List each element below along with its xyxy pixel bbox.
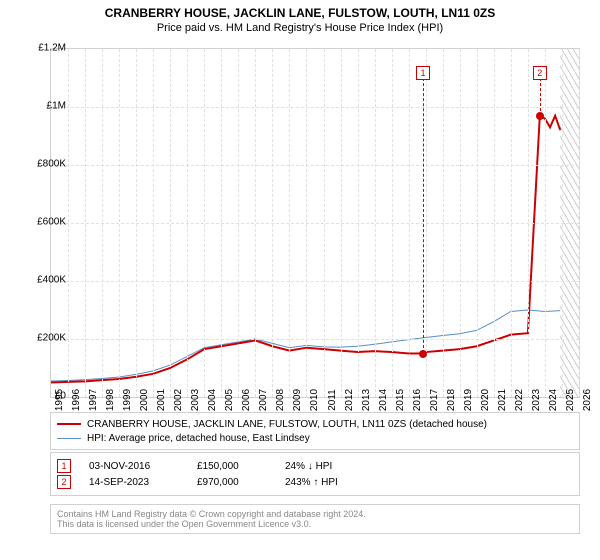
event-change-1: 24% ↓ HPI — [285, 461, 375, 472]
event-row-2: 2 14-SEP-2023 £970,000 243% ↑ HPI — [57, 475, 573, 489]
marker-box-1: 1 — [416, 66, 430, 80]
chart-subtitle: Price paid vs. HM Land Registry's House … — [0, 20, 600, 34]
x-tick-label: 2025 — [561, 389, 576, 411]
legend-item-hpi: HPI: Average price, detached house, East… — [57, 431, 573, 445]
events-box: 1 03-NOV-2016 £150,000 24% ↓ HPI 2 14-SE… — [50, 452, 580, 496]
event-marker-2: 2 — [57, 475, 71, 489]
x-tick-label: 1996 — [67, 389, 82, 411]
x-tick-label: 1999 — [118, 389, 133, 411]
marker-dot-1 — [419, 350, 427, 358]
marker-dot-2 — [536, 112, 544, 120]
footer-box: Contains HM Land Registry data © Crown c… — [50, 504, 580, 534]
x-tick-label: 2021 — [493, 389, 508, 411]
x-tick-label: 2022 — [510, 389, 525, 411]
x-tick-label: 2007 — [254, 389, 269, 411]
x-tick-label: 2006 — [237, 389, 252, 411]
legend-label-hpi: HPI: Average price, detached house, East… — [87, 433, 310, 444]
event-price-1: £150,000 — [197, 461, 267, 472]
x-tick-label: 1995 — [50, 389, 65, 411]
x-tick-label: 2003 — [186, 389, 201, 411]
x-tick-label: 2014 — [374, 389, 389, 411]
x-tick-label: 2013 — [357, 389, 372, 411]
x-tick-label: 2005 — [220, 389, 235, 411]
x-tick-label: 2002 — [169, 389, 184, 411]
y-tick-label: £1.2M — [38, 43, 66, 54]
x-tick-label: 2026 — [578, 389, 593, 411]
event-row-1: 1 03-NOV-2016 £150,000 24% ↓ HPI — [57, 459, 573, 473]
y-tick-label: £600K — [37, 217, 66, 228]
x-tick-label: 2010 — [305, 389, 320, 411]
x-tick-label: 2024 — [544, 389, 559, 411]
x-tick-label: 2012 — [340, 389, 355, 411]
footer-line-2: This data is licensed under the Open Gov… — [57, 519, 573, 529]
legend-swatch-hpi — [57, 438, 81, 439]
y-tick-label: £800K — [37, 159, 66, 170]
x-tick-label: 2017 — [425, 389, 440, 411]
y-tick-label: £200K — [37, 333, 66, 344]
event-change-2: 243% ↑ HPI — [285, 477, 375, 488]
x-tick-label: 2018 — [442, 389, 457, 411]
plot-area: 12 — [50, 48, 580, 398]
y-tick-label: £400K — [37, 275, 66, 286]
legend-swatch-property — [57, 423, 81, 425]
x-tick-label: 2016 — [408, 389, 423, 411]
chart-container: CRANBERRY HOUSE, JACKLIN LANE, FULSTOW, … — [0, 0, 600, 560]
x-tick-label: 2019 — [459, 389, 474, 411]
legend-label-property: CRANBERRY HOUSE, JACKLIN LANE, FULSTOW, … — [87, 419, 487, 430]
x-tick-label: 1998 — [101, 389, 116, 411]
legend-box: CRANBERRY HOUSE, JACKLIN LANE, FULSTOW, … — [50, 412, 580, 450]
x-tick-label: 1997 — [84, 389, 99, 411]
event-price-2: £970,000 — [197, 477, 267, 488]
x-tick-label: 2008 — [271, 389, 286, 411]
x-tick-label: 2015 — [391, 389, 406, 411]
x-tick-label: 2004 — [203, 389, 218, 411]
x-tick-label: 2020 — [476, 389, 491, 411]
event-marker-1: 1 — [57, 459, 71, 473]
x-tick-label: 2000 — [135, 389, 150, 411]
x-tick-label: 2011 — [323, 389, 338, 411]
x-tick-label: 2009 — [288, 389, 303, 411]
legend-item-property: CRANBERRY HOUSE, JACKLIN LANE, FULSTOW, … — [57, 417, 573, 431]
footer-line-1: Contains HM Land Registry data © Crown c… — [57, 509, 573, 519]
marker-line-1 — [423, 73, 424, 353]
x-tick-label: 2001 — [152, 389, 167, 411]
marker-box-2: 2 — [533, 66, 547, 80]
event-date-2: 14-SEP-2023 — [89, 477, 179, 488]
x-tick-label: 2023 — [527, 389, 542, 411]
y-tick-label: £1M — [47, 101, 66, 112]
chart-title: CRANBERRY HOUSE, JACKLIN LANE, FULSTOW, … — [0, 0, 600, 20]
event-date-1: 03-NOV-2016 — [89, 461, 179, 472]
